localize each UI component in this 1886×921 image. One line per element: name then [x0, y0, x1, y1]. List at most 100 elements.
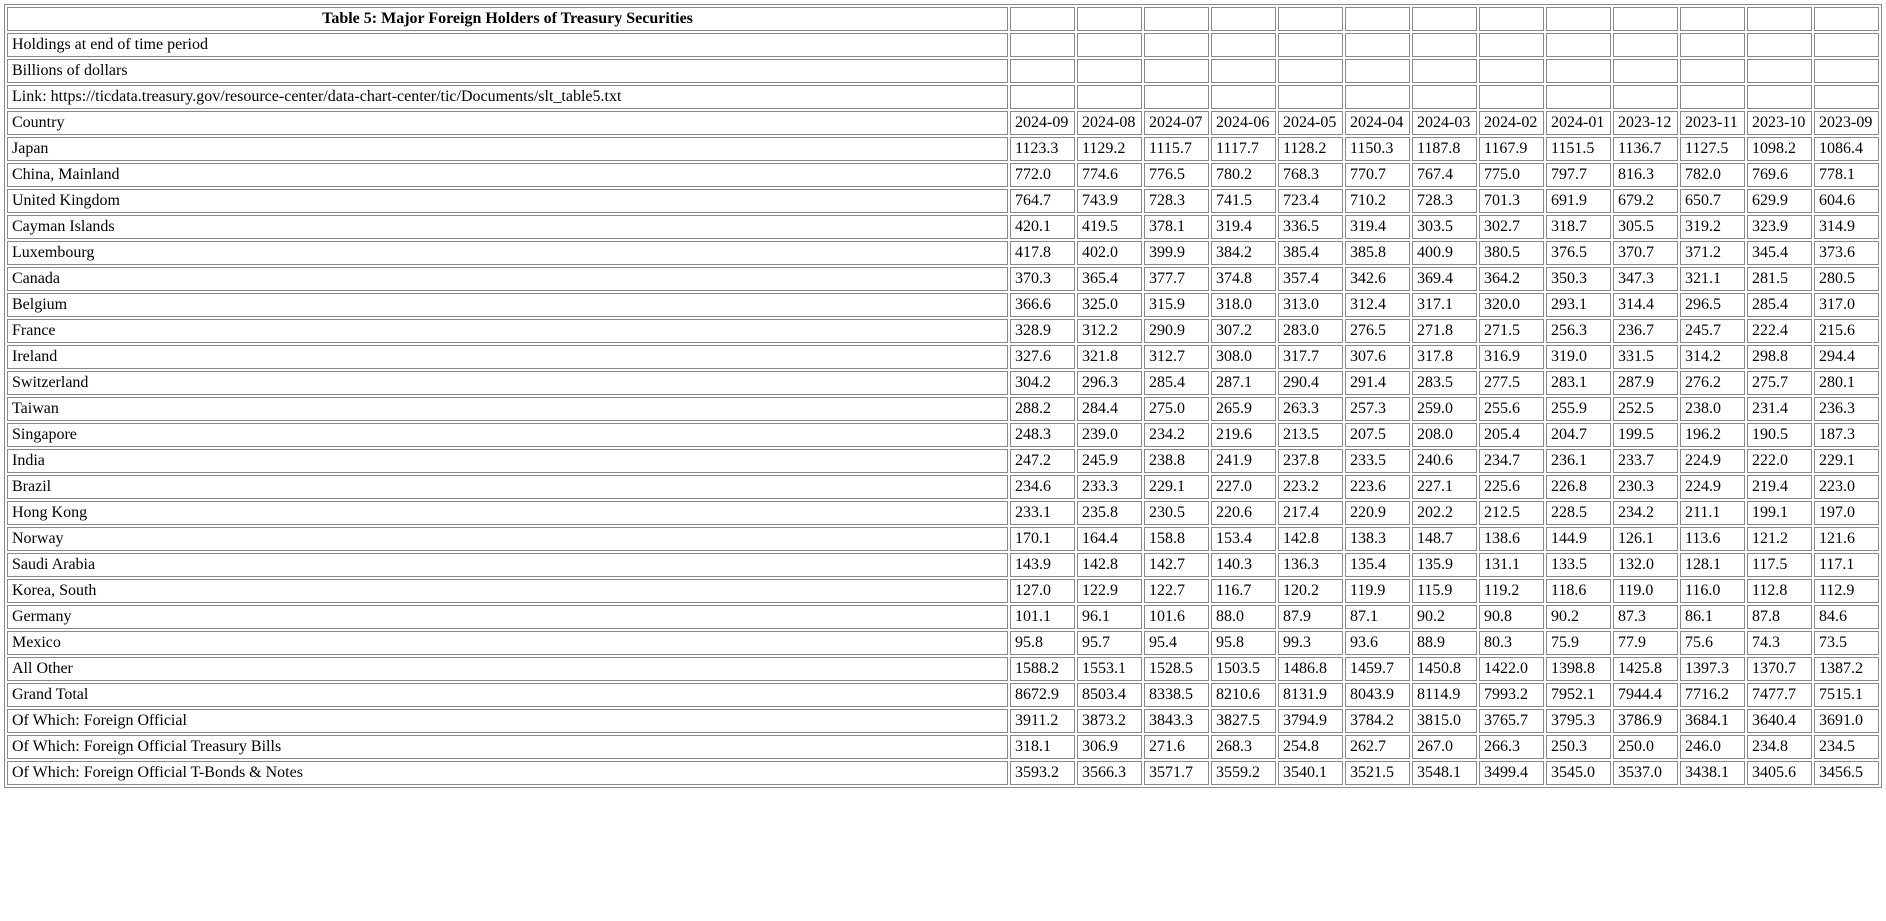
value-cell: 8338.5 [1144, 683, 1209, 707]
value-cell: 73.5 [1814, 631, 1879, 655]
value-cell: 121.2 [1747, 527, 1812, 551]
value-cell: 115.9 [1412, 579, 1477, 603]
value-cell: 316.9 [1479, 345, 1544, 369]
empty-cell [1345, 59, 1410, 83]
value-cell: 263.3 [1278, 397, 1343, 421]
country-label: Cayman Islands [7, 215, 1008, 239]
value-cell: 323.9 [1747, 215, 1812, 239]
value-cell: 119.9 [1345, 579, 1410, 603]
value-cell: 399.9 [1144, 241, 1209, 265]
value-cell: 315.9 [1144, 293, 1209, 317]
country-label: All Other [7, 657, 1008, 681]
value-cell: 7944.4 [1613, 683, 1678, 707]
value-cell: 119.2 [1479, 579, 1544, 603]
empty-cell [1144, 85, 1209, 109]
value-cell: 1187.8 [1412, 137, 1477, 161]
value-cell: 304.2 [1010, 371, 1075, 395]
value-cell: 3540.1 [1278, 761, 1343, 785]
value-cell: 741.5 [1211, 189, 1276, 213]
value-cell: 402.0 [1077, 241, 1142, 265]
value-cell: 400.9 [1412, 241, 1477, 265]
value-cell: 369.4 [1412, 267, 1477, 291]
value-cell: 250.0 [1613, 735, 1678, 759]
value-cell: 3786.9 [1613, 709, 1678, 733]
empty-cell [1077, 7, 1142, 31]
value-cell: 208.0 [1412, 423, 1477, 447]
value-cell: 350.3 [1546, 267, 1611, 291]
empty-cell [1546, 7, 1611, 31]
period-header: 2024-03 [1412, 111, 1477, 135]
value-cell: 95.8 [1010, 631, 1075, 655]
table-row: United Kingdom764.7743.9728.3741.5723.47… [7, 189, 1879, 213]
value-cell: 238.8 [1144, 449, 1209, 473]
value-cell: 254.8 [1278, 735, 1343, 759]
value-cell: 3794.9 [1278, 709, 1343, 733]
value-cell: 303.5 [1412, 215, 1477, 239]
value-cell: 7515.1 [1814, 683, 1879, 707]
value-cell: 144.9 [1546, 527, 1611, 551]
value-cell: 224.9 [1680, 475, 1745, 499]
value-cell: 112.9 [1814, 579, 1879, 603]
value-cell: 138.3 [1345, 527, 1410, 551]
value-cell: 138.6 [1479, 527, 1544, 551]
empty-cell [1278, 7, 1343, 31]
empty-cell [1412, 85, 1477, 109]
value-cell: 207.5 [1345, 423, 1410, 447]
value-cell: 650.7 [1680, 189, 1745, 213]
empty-cell [1747, 59, 1812, 83]
country-label: Hong Kong [7, 501, 1008, 525]
empty-cell [1680, 59, 1745, 83]
table-row: Norway170.1164.4158.8153.4142.8138.3148.… [7, 527, 1879, 551]
empty-cell [1479, 7, 1544, 31]
value-cell: 227.0 [1211, 475, 1276, 499]
value-cell: 225.6 [1479, 475, 1544, 499]
value-cell: 219.6 [1211, 423, 1276, 447]
value-cell: 3795.3 [1546, 709, 1611, 733]
empty-cell [1613, 33, 1678, 57]
table-row: Japan1123.31129.21115.71117.71128.21150.… [7, 137, 1879, 161]
empty-cell [1613, 59, 1678, 83]
table-row: France328.9312.2290.9307.2283.0276.5271.… [7, 319, 1879, 343]
value-cell: 204.7 [1546, 423, 1611, 447]
value-cell: 374.8 [1211, 267, 1276, 291]
value-cell: 215.6 [1814, 319, 1879, 343]
value-cell: 764.7 [1010, 189, 1075, 213]
value-cell: 365.4 [1077, 267, 1142, 291]
period-header: 2023-12 [1613, 111, 1678, 135]
empty-cell [1211, 33, 1276, 57]
table-row: Switzerland304.2296.3285.4287.1290.4291.… [7, 371, 1879, 395]
empty-cell [1345, 85, 1410, 109]
value-cell: 629.9 [1747, 189, 1812, 213]
value-cell: 317.8 [1412, 345, 1477, 369]
value-cell: 223.0 [1814, 475, 1879, 499]
value-cell: 119.0 [1613, 579, 1678, 603]
empty-cell [1546, 85, 1611, 109]
value-cell: 199.1 [1747, 501, 1812, 525]
empty-cell [1010, 59, 1075, 83]
value-cell: 307.2 [1211, 319, 1276, 343]
value-cell: 319.4 [1345, 215, 1410, 239]
value-cell: 384.2 [1211, 241, 1276, 265]
value-cell: 277.5 [1479, 371, 1544, 395]
table-row: Germany101.196.1101.688.087.987.190.290.… [7, 605, 1879, 629]
table-row: China, Mainland772.0774.6776.5780.2768.3… [7, 163, 1879, 187]
value-cell: 236.3 [1814, 397, 1879, 421]
value-cell: 90.2 [1546, 605, 1611, 629]
table-row: Saudi Arabia143.9142.8142.7140.3136.3135… [7, 553, 1879, 577]
table-row: All Other1588.21553.11528.51503.51486.81… [7, 657, 1879, 681]
country-label: Belgium [7, 293, 1008, 317]
value-cell: 8672.9 [1010, 683, 1075, 707]
country-label: Luxembourg [7, 241, 1008, 265]
subtitle-2: Billions of dollars [7, 59, 1008, 83]
value-cell: 328.9 [1010, 319, 1075, 343]
country-label: Switzerland [7, 371, 1008, 395]
value-cell: 3456.5 [1814, 761, 1879, 785]
value-cell: 1123.3 [1010, 137, 1075, 161]
value-cell: 248.3 [1010, 423, 1075, 447]
value-cell: 116.7 [1211, 579, 1276, 603]
value-cell: 230.5 [1144, 501, 1209, 525]
value-cell: 769.6 [1747, 163, 1812, 187]
value-cell: 220.6 [1211, 501, 1276, 525]
value-cell: 87.3 [1613, 605, 1678, 629]
period-header: 2023-10 [1747, 111, 1812, 135]
